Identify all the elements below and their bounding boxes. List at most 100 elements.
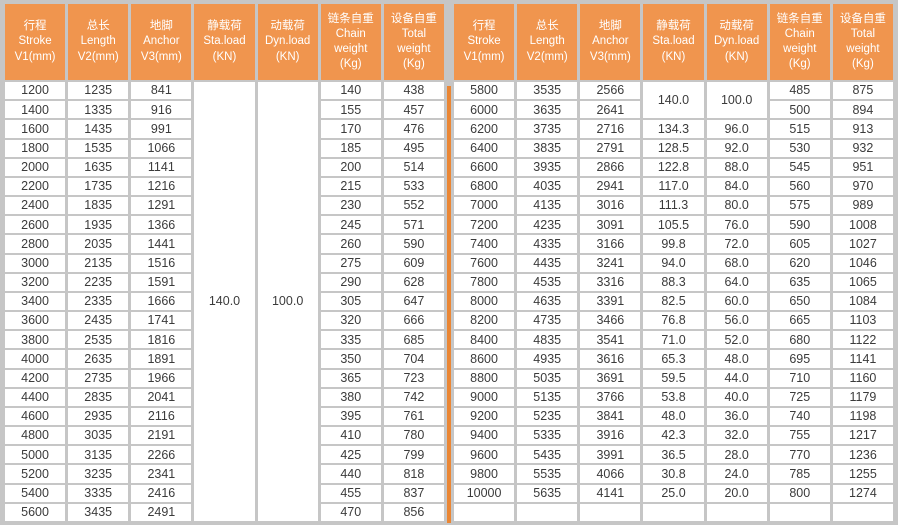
- table-row: 3000 2135 1516 275 609: [5, 254, 444, 272]
- table-cell: 1046: [832, 254, 893, 272]
- table-cell: 72.0: [706, 235, 767, 253]
- table-cell: 571: [383, 216, 444, 234]
- table-cell: 5435: [517, 446, 578, 464]
- spec-table-right-header: 行程 Stroke V1(mm) 总长 Length V2(mm) 地脚 Anchor V3(m…: [454, 4, 893, 80]
- table-cell: 3091: [580, 216, 641, 234]
- table-cell: 875: [832, 82, 893, 100]
- spec-table-right: 行程 Stroke V1(mm) 总长 Length V2(mm) 地脚 Anchor V3(m…: [451, 2, 896, 523]
- table-cell: 3241: [580, 254, 641, 272]
- table-cell: 64.0: [706, 273, 767, 291]
- table-cell: 2491: [131, 503, 192, 521]
- table-cell: 9800: [454, 465, 515, 483]
- table-cell: 6800: [454, 177, 515, 196]
- table-cell: 533: [383, 177, 444, 196]
- table-row: 7800 4535 3316 88.3 64.0 635 1065: [454, 273, 893, 291]
- table-cell: 88.3: [643, 273, 704, 291]
- table-row: 3200 2235 1591 290 628: [5, 273, 444, 291]
- column-header: 总长 Length V2(mm): [68, 4, 129, 80]
- table-cell: 913: [832, 120, 893, 138]
- table-cell: 4600: [5, 407, 66, 426]
- table-row: 5200 3235 2341 440 818: [5, 465, 444, 483]
- table-cell: 6200: [454, 120, 515, 138]
- table-cell: [454, 503, 515, 521]
- table-cell: 740: [769, 407, 830, 426]
- table-cell: 1216: [131, 177, 192, 196]
- column-header-line: Dyn.load: [713, 35, 760, 48]
- table-cell: 485: [769, 82, 830, 100]
- table-cell: 4141: [580, 484, 641, 502]
- table-cell: 128.5: [643, 139, 704, 157]
- column-header-line: (Kg): [852, 58, 874, 71]
- table-row: [454, 503, 893, 521]
- table-cell: 4735: [517, 312, 578, 330]
- table-cell: 30.8: [643, 465, 704, 483]
- table-cell: 6600: [454, 158, 515, 176]
- column-header-line: weight: [334, 43, 368, 55]
- table-cell: 932: [832, 139, 893, 157]
- table-cell: 2535: [68, 331, 129, 349]
- table-row: 6800 4035 2941 117.0 84.0 560 970: [454, 177, 893, 196]
- table-cell: 2341: [131, 465, 192, 483]
- column-header-line: 静载荷: [656, 20, 691, 33]
- table-cell: 200: [320, 158, 381, 176]
- table-cell: 2235: [68, 273, 129, 291]
- table-row: 3400 2335 1666 305 647: [5, 292, 444, 311]
- column-header-line: 动载荷: [719, 20, 754, 33]
- table-cell: 438: [383, 82, 444, 100]
- table-cell: 9400: [454, 427, 515, 445]
- table-cell: 1065: [832, 273, 893, 291]
- table-cell: 3335: [68, 484, 129, 502]
- table-cell: 5035: [517, 369, 578, 387]
- column-header: 链条自重 Chain weight (Kg): [769, 4, 830, 80]
- table-cell: 1066: [131, 139, 192, 157]
- table-cell: 1335: [68, 101, 129, 119]
- table-cell: 666: [383, 312, 444, 330]
- table-cell: 856: [383, 503, 444, 521]
- table-cell: 92.0: [706, 139, 767, 157]
- table-cell: 3800: [5, 331, 66, 349]
- table-cell: 799: [383, 446, 444, 464]
- table-row: 6600 3935 2866 122.8 88.0 545 951: [454, 158, 893, 176]
- table-cell: [769, 503, 830, 521]
- table-cell: 455: [320, 484, 381, 502]
- table-cell: 1235: [68, 82, 129, 100]
- table-cell: 457: [383, 101, 444, 119]
- table-row: 4800 3035 2191 410 780: [5, 427, 444, 445]
- table-cell: 1179: [832, 388, 893, 406]
- table-row: 1200 1235 841 140.0 100.0 140 438: [5, 82, 444, 521]
- table-cell: 785: [769, 465, 830, 483]
- table-row: 3600 2435 1741 320 666: [5, 312, 444, 330]
- table-cell: 3841: [580, 407, 641, 426]
- table-cell: 1435: [68, 120, 129, 138]
- column-header-line: 链条自重: [327, 12, 374, 25]
- spec-table-right-wrap: 行程 Stroke V1(mm) 总长 Length V2(mm) 地脚 Anchor V3(m…: [451, 2, 896, 523]
- column-header: 静载荷 Sta.load (KN): [194, 4, 255, 80]
- table-cell: 2266: [131, 446, 192, 464]
- table-cell: 3600: [5, 312, 66, 330]
- table-cell: 951: [832, 158, 893, 176]
- table-cell: 8600: [454, 350, 515, 368]
- table-row: 5800 3535 2566 140.0 100.0 485 875: [454, 82, 893, 119]
- column-header-line: Dyn.load: [264, 35, 311, 48]
- column-header-line: V1(mm): [14, 50, 56, 63]
- table-cell: 710: [769, 369, 830, 387]
- table-cell: 2116: [131, 407, 192, 426]
- table-cell: 122.8: [643, 158, 704, 176]
- table-cell: 1635: [68, 158, 129, 176]
- table-cell: 470: [320, 503, 381, 521]
- table-cell: 96.0: [706, 120, 767, 138]
- table-row: 8200 4735 3466 76.8 56.0 665 1103: [454, 312, 893, 330]
- table-cell: 105.5: [643, 216, 704, 234]
- column-header-line: (Kg): [788, 58, 811, 71]
- table-cell: 575: [769, 197, 830, 215]
- table-cell: 2800: [5, 235, 66, 253]
- column-header: 设备自重 Total weight (Kg): [383, 4, 444, 80]
- table-cell: 5000: [5, 446, 66, 464]
- table-cell: 88.0: [706, 158, 767, 176]
- table-cell: 2935: [68, 407, 129, 426]
- column-header-line: 行程: [23, 20, 47, 33]
- table-cell: 425: [320, 446, 381, 464]
- table-row: 5000 3135 2266 425 799: [5, 446, 444, 464]
- table-row: 1600 1435 991 170 476: [5, 120, 444, 138]
